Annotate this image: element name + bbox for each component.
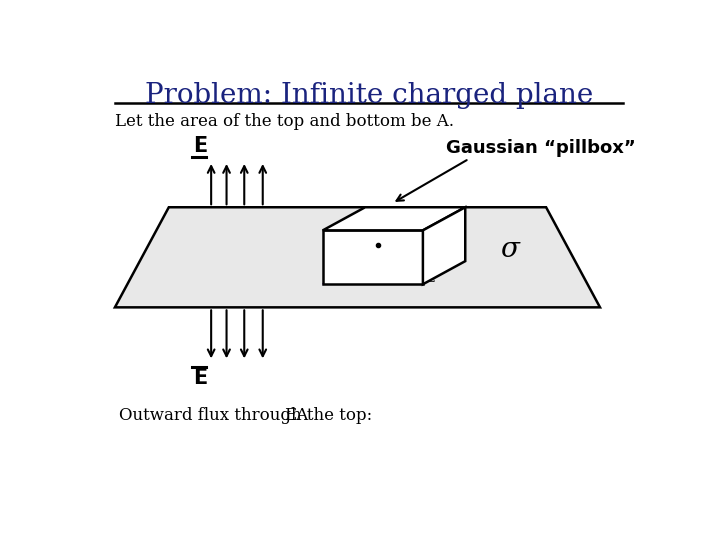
Polygon shape bbox=[423, 207, 465, 284]
Text: E: E bbox=[194, 368, 207, 388]
Text: Let the area of the top and bottom be A.: Let the area of the top and bottom be A. bbox=[115, 112, 454, 130]
Polygon shape bbox=[323, 231, 423, 284]
Text: z: z bbox=[427, 230, 435, 244]
Text: Problem: Infinite charged plane: Problem: Infinite charged plane bbox=[145, 82, 593, 109]
Text: Gaussian “pillbox”: Gaussian “pillbox” bbox=[446, 139, 636, 157]
Text: E: E bbox=[194, 136, 207, 156]
Polygon shape bbox=[323, 207, 465, 231]
Polygon shape bbox=[115, 207, 600, 307]
Text: z: z bbox=[427, 271, 435, 285]
Text: Outward flux through the top:: Outward flux through the top: bbox=[119, 408, 372, 424]
Text: σ: σ bbox=[500, 236, 519, 263]
Text: EA: EA bbox=[284, 408, 309, 424]
